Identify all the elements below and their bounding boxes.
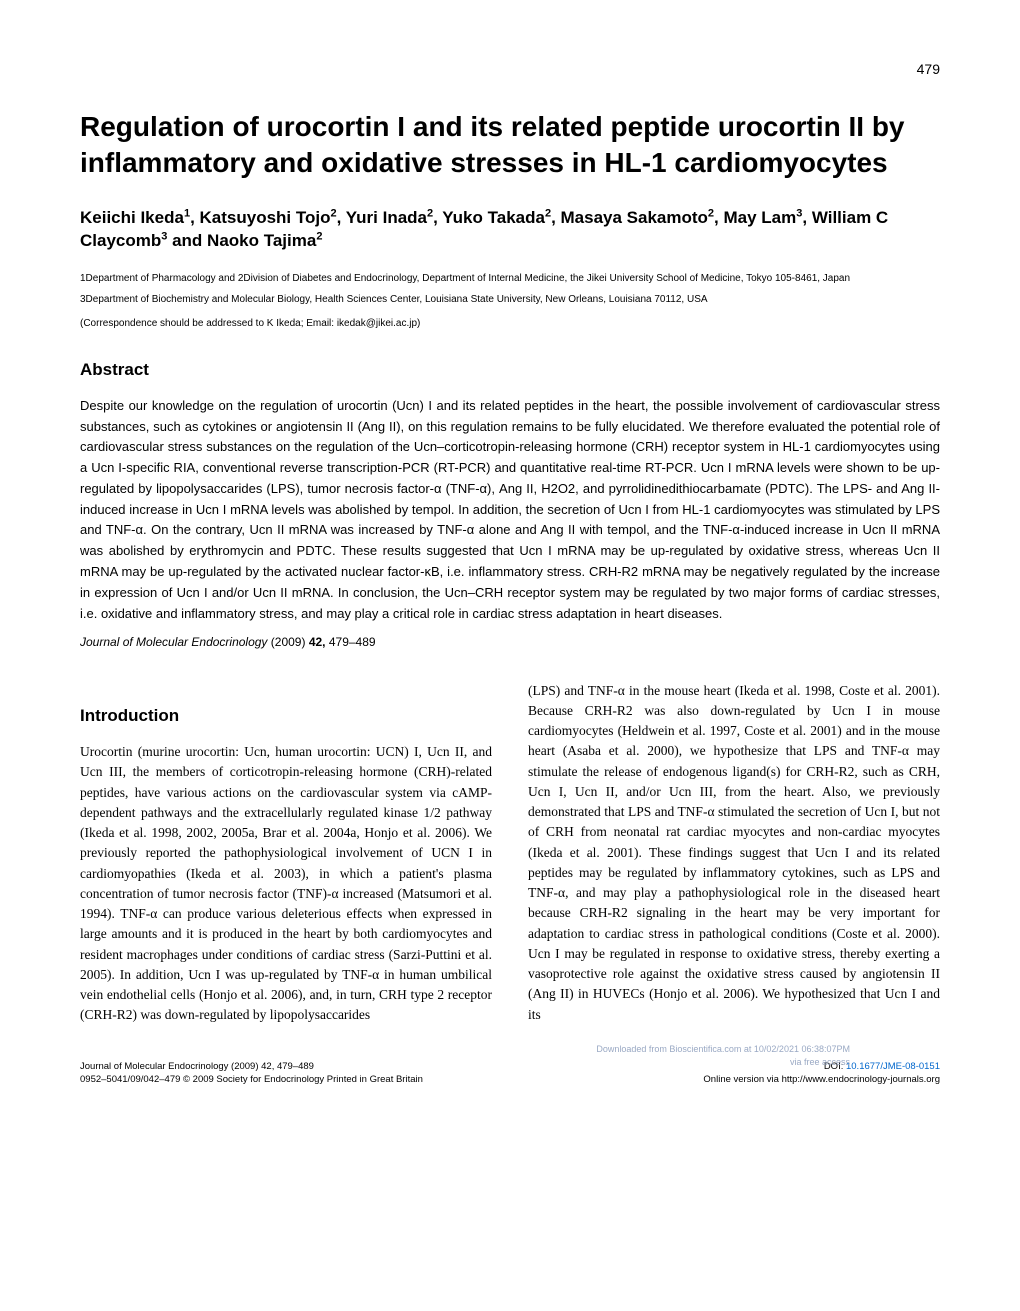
journal-year: (2009): [271, 635, 306, 649]
intro-column-left: Introduction Urocortin (murine urocortin…: [80, 681, 492, 1026]
correspondence: (Correspondence should be addressed to K…: [80, 317, 940, 331]
download-watermark: Downloaded from Bioscientifica.com at 10…: [596, 1043, 850, 1068]
footer-left-line1: Journal of Molecular Endocrinology (2009…: [80, 1060, 423, 1073]
abstract-heading: Abstract: [80, 359, 940, 382]
journal-pages: 479–489: [329, 635, 376, 649]
affiliation-1: 1Department of Pharmacology and 2Divisio…: [80, 271, 940, 286]
intro-text-left: Urocortin (murine urocortin: Ucn, human …: [80, 742, 492, 1026]
footer-right-line2: Online version via http://www.endocrinol…: [703, 1073, 940, 1086]
watermark-line1: Downloaded from Bioscientifica.com at 10…: [596, 1043, 850, 1056]
intro-text-right: (LPS) and TNF-α in the mouse heart (Iked…: [528, 681, 940, 1025]
journal-name: Journal of Molecular Endocrinology: [80, 635, 267, 649]
page-number: 479: [80, 60, 940, 79]
article-title: Regulation of urocortin I and its relate…: [80, 109, 940, 182]
affiliation-2: 3Department of Biochemistry and Molecula…: [80, 292, 940, 307]
watermark-line2: via free access: [596, 1056, 850, 1069]
doi-link[interactable]: 10.1677/JME-08-0151: [846, 1061, 940, 1072]
journal-citation: Journal of Molecular Endocrinology (2009…: [80, 634, 940, 650]
abstract-text: Despite our knowledge on the regulation …: [80, 396, 940, 625]
intro-column-right: (LPS) and TNF-α in the mouse heart (Iked…: [528, 681, 940, 1026]
authors-list: Keiichi Ikeda1, Katsuyoshi Tojo2, Yuri I…: [80, 206, 940, 254]
introduction-heading: Introduction: [80, 703, 492, 729]
journal-volume: 42,: [309, 635, 326, 649]
footer-left-line2: 0952–5041/09/042–479 © 2009 Society for …: [80, 1073, 423, 1086]
